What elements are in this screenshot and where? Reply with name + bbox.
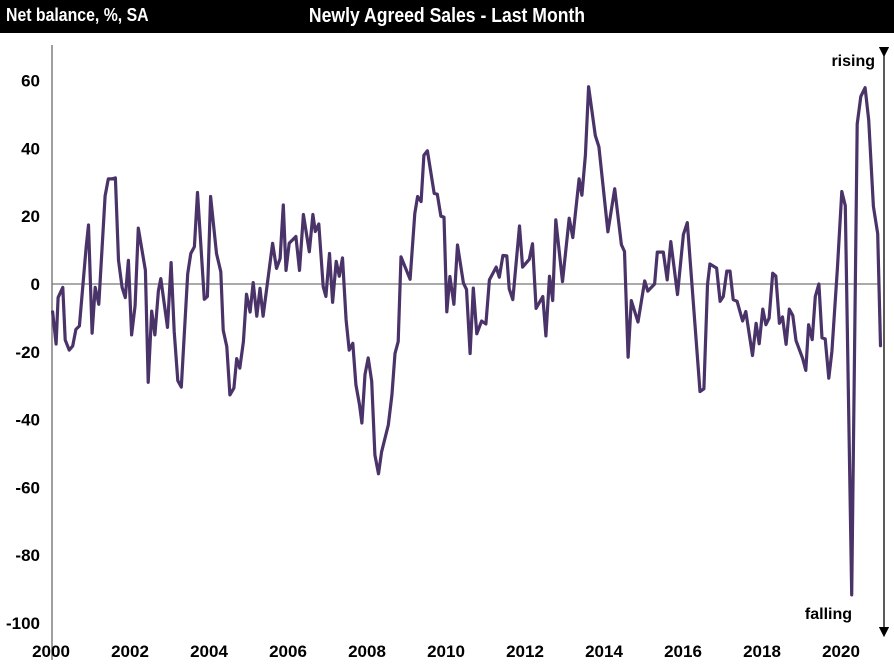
y-tick-label: -40 [15,411,40,430]
y-axis-label: Net balance, %, SA [6,5,149,25]
chart-header: Net balance, %, SA Newly Agreed Sales - … [0,0,894,33]
x-tick-label: 2006 [269,642,307,661]
y-tick-label: 20 [21,207,40,226]
y-tick-label: 0 [31,275,40,294]
x-tick-label: 2008 [348,642,386,661]
rising-label: rising [831,53,875,70]
falling-label: falling [805,606,852,623]
y-tick-label: 60 [21,72,40,91]
x-tick-label: 2020 [822,642,860,661]
x-tick-label: 2004 [190,642,228,661]
series-line [51,85,883,597]
y-tick-label: -20 [15,343,40,362]
x-tick-label: 2000 [32,642,70,661]
x-tick-label: 2014 [585,642,623,661]
y-tick-label: 40 [21,139,40,158]
x-tick-label: 2012 [506,642,544,661]
y-tick-label: -100 [6,614,40,633]
chart-title: Newly Agreed Sales - Last Month [308,5,586,27]
x-tick-label: 2018 [743,642,781,661]
x-tick-label: 2016 [664,642,702,661]
x-tick-label: 2002 [111,642,149,661]
y-tick-label: -80 [15,546,40,565]
x-tick-label: 2010 [427,642,465,661]
y-tick-label: -60 [15,478,40,497]
